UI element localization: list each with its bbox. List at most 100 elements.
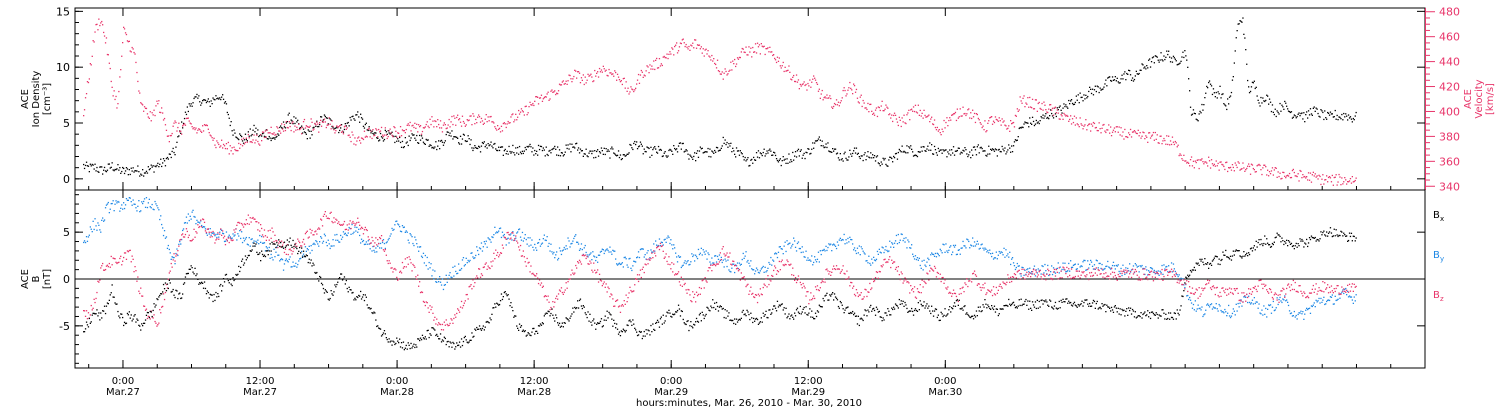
velocity-series-point	[271, 127, 272, 128]
bz-series-point	[432, 313, 433, 314]
velocity-series-point	[212, 137, 213, 138]
density-series-point	[1246, 64, 1247, 65]
density-series-point	[722, 145, 723, 146]
density-series-point	[651, 155, 652, 156]
by-series-point	[116, 202, 117, 203]
density-series-point	[162, 162, 163, 163]
by-series-point	[163, 235, 164, 236]
velocity-series-point	[239, 148, 240, 149]
by-series-point	[438, 281, 439, 282]
by-series-point	[996, 252, 997, 253]
by-series-point	[237, 233, 238, 234]
by-series-point	[798, 241, 799, 242]
velocity-series-point	[176, 130, 177, 131]
by-series-point	[182, 230, 183, 231]
density-series-point	[307, 138, 308, 139]
density-series-point	[817, 140, 818, 141]
density-series-point	[888, 159, 889, 160]
velocity-series-point	[1096, 127, 1097, 128]
bz-series-point	[227, 240, 228, 241]
density-series-point	[1027, 123, 1028, 124]
velocity-series-point	[508, 121, 509, 122]
by-series-point	[573, 238, 574, 239]
density-series-point	[839, 159, 840, 160]
by-series-point	[151, 207, 152, 208]
density-series-point	[452, 138, 453, 139]
by-series-point	[101, 220, 102, 221]
by-series-point	[563, 249, 564, 250]
bz-series-point	[368, 236, 369, 237]
density-series-point	[153, 165, 154, 166]
by-series-point	[760, 270, 761, 271]
density-series-point	[1302, 118, 1303, 119]
density-series-point	[433, 148, 434, 149]
bz-series-point	[469, 286, 470, 287]
by-series-point	[1238, 303, 1239, 304]
velocity-series-point	[1173, 142, 1174, 143]
by-series-point	[165, 238, 166, 239]
bz-series-point	[325, 211, 326, 212]
bz-series-point	[138, 291, 139, 292]
velocity-series-point	[123, 27, 124, 28]
velocity-series-point	[909, 119, 910, 120]
by-series-point	[837, 241, 838, 242]
by-series-point	[695, 255, 696, 256]
velocity-series-point	[486, 114, 487, 115]
bz-series-point	[711, 270, 712, 271]
by-series-point	[114, 204, 115, 205]
velocity-series-point	[578, 71, 579, 72]
density-series-point	[119, 167, 120, 168]
by-series-point	[1061, 269, 1062, 270]
density-series-point	[806, 152, 807, 153]
bz-series-point	[503, 247, 504, 248]
velocity-series-point	[1063, 113, 1064, 114]
velocity-series-point	[203, 130, 204, 131]
density-series-point	[979, 152, 980, 153]
velocity-series-point	[485, 119, 486, 120]
velocity-series-point	[117, 103, 118, 104]
by-series-point	[728, 269, 729, 270]
velocity-series-point	[637, 80, 638, 81]
velocity-series-point	[1150, 137, 1151, 138]
density-series-point	[1043, 118, 1044, 119]
bz-series-point	[754, 297, 755, 298]
velocity-series-point	[505, 123, 506, 124]
density-series-point	[606, 148, 607, 149]
by-series-point	[529, 237, 530, 238]
density-series-point	[1295, 115, 1296, 116]
velocity-series-point	[808, 85, 809, 86]
by-series-point	[358, 229, 359, 230]
velocity-series-point	[693, 47, 694, 48]
velocity-series-point	[1137, 133, 1138, 134]
by-series-point	[596, 257, 597, 258]
bz-series-point	[463, 305, 464, 306]
bz-series-point	[153, 314, 154, 315]
by-series-point	[205, 228, 206, 229]
by-series-point	[802, 246, 803, 247]
velocity-series-point	[1010, 120, 1011, 121]
density-series-point	[867, 151, 868, 152]
velocity-series-point	[106, 37, 107, 38]
velocity-series-point	[1112, 132, 1113, 133]
by-series-point	[1127, 268, 1128, 269]
velocity-series-point	[116, 107, 117, 108]
density-series-point	[756, 152, 757, 153]
by-series-point	[1267, 309, 1268, 310]
velocity-series-point	[1212, 163, 1213, 164]
by-series-point	[1275, 309, 1276, 310]
velocity-series-point	[1337, 184, 1338, 185]
density-series-point	[571, 144, 572, 145]
density-series-point	[590, 151, 591, 152]
bz-series-point	[363, 233, 364, 234]
by-series-point	[124, 208, 125, 209]
by-series-point	[142, 203, 143, 204]
by-series-point	[1043, 272, 1044, 273]
by-series-point	[87, 241, 88, 242]
density-series-point	[400, 142, 401, 143]
velocity-series-point	[318, 132, 319, 133]
bz-series-point	[371, 237, 372, 238]
velocity-series-point	[481, 118, 482, 119]
bz-series-point	[201, 226, 202, 227]
by-series-point	[406, 230, 407, 231]
density-series-point	[1235, 50, 1236, 51]
